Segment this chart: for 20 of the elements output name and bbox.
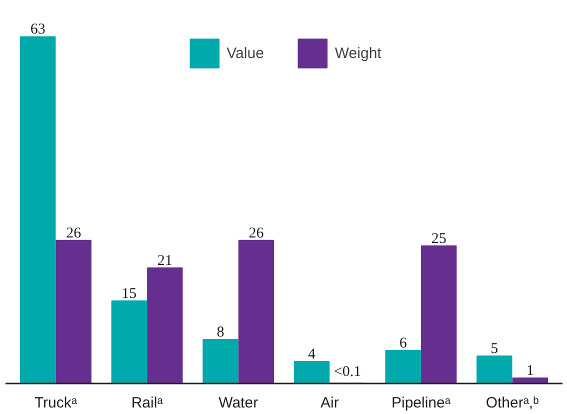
data-label: 1 — [526, 362, 534, 379]
data-label: 6 — [399, 335, 408, 352]
x-tick-label: Truckᵃ — [34, 394, 78, 412]
data-label: 63 — [30, 22, 46, 38]
data-label: 8 — [216, 324, 224, 340]
x-tick-label: Pipelineᵃ — [391, 394, 451, 412]
x-tick-label: Air — [320, 394, 339, 412]
x-tick-label: Otherᵃ,ᵇ — [486, 394, 540, 412]
data-label: <0.1 — [334, 364, 362, 380]
data-label: 5 — [490, 340, 498, 357]
legend-label: Weight — [334, 44, 382, 62]
legend-label: Value — [226, 44, 264, 62]
x-tick-label: Water — [218, 394, 258, 412]
data-label: 26 — [66, 225, 82, 242]
x-tick-label: Railᵃ — [131, 394, 164, 412]
data-label: 26 — [248, 225, 264, 242]
data-label: 25 — [431, 230, 446, 247]
data-label: 4 — [308, 346, 316, 362]
data-label: 21 — [157, 252, 172, 269]
data-label: 15 — [122, 286, 137, 302]
